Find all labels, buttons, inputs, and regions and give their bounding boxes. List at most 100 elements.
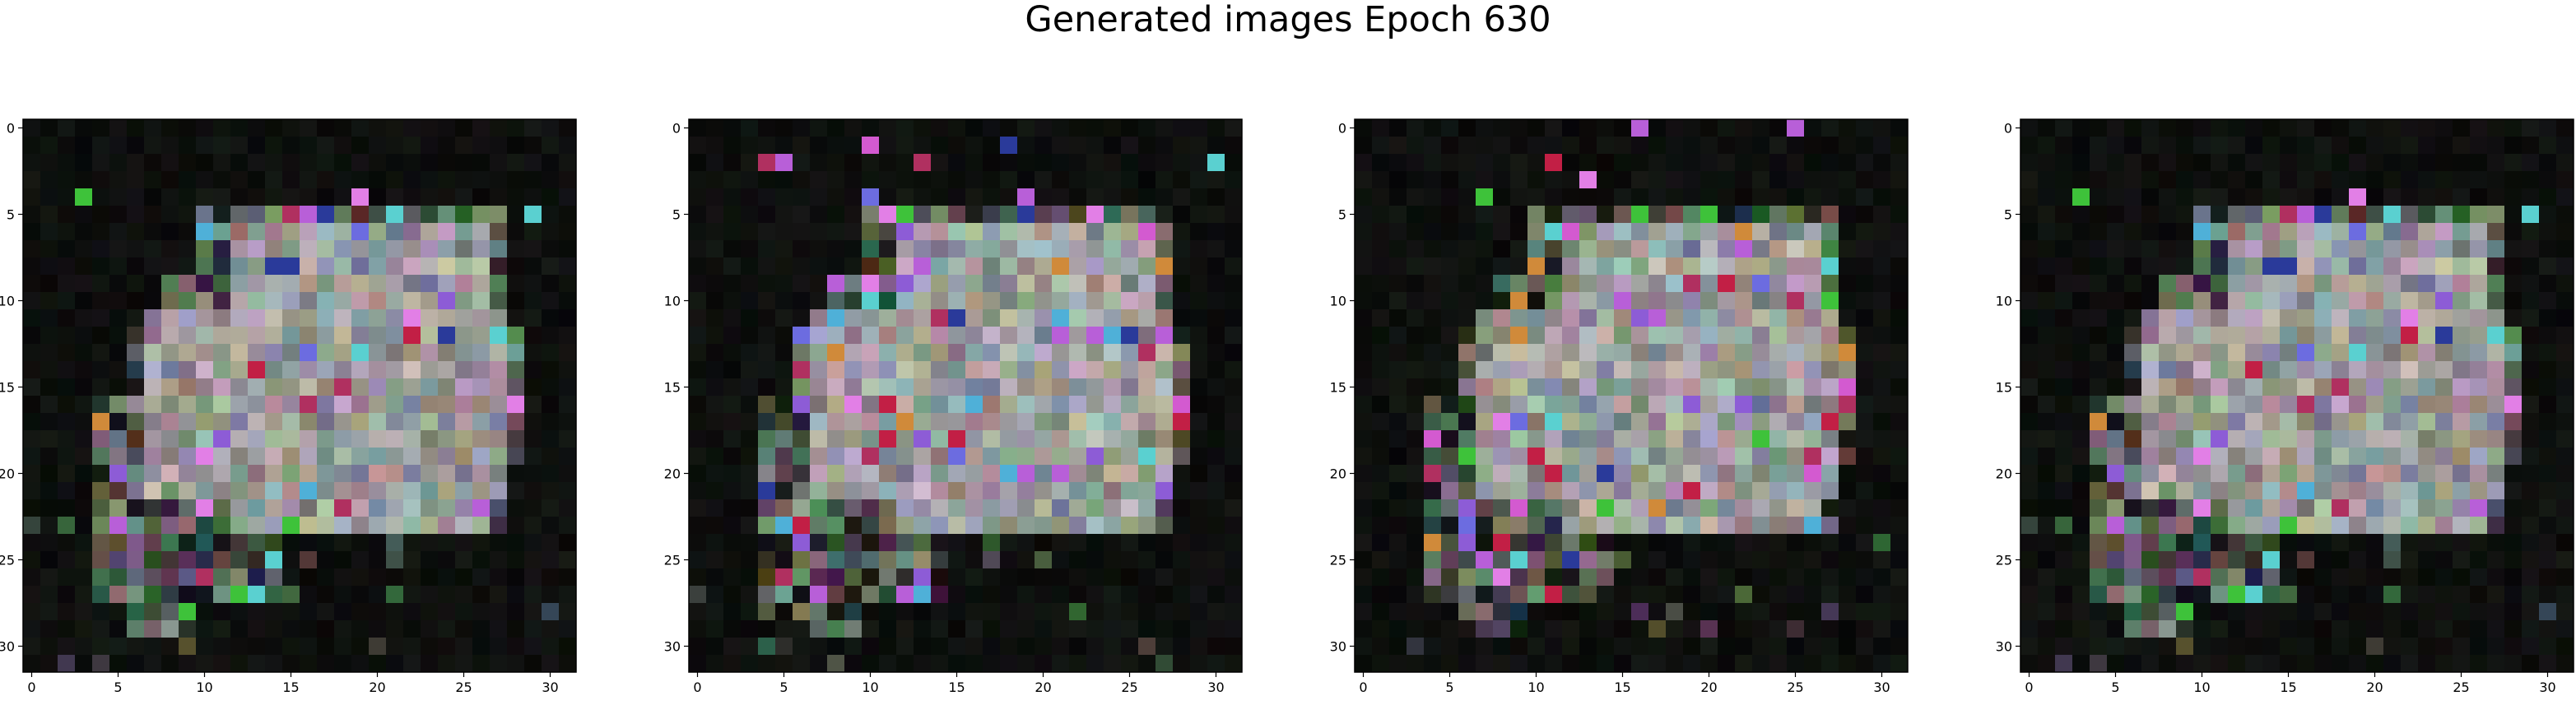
image-pixel (2193, 396, 2211, 414)
image-pixel (2487, 292, 2505, 310)
image-pixel (92, 448, 110, 466)
image-pixel (2280, 638, 2298, 656)
image-pixel (2159, 430, 2177, 448)
image-pixel (1173, 378, 1191, 397)
image-pixel (1683, 534, 1701, 552)
image-pixel (2349, 361, 2367, 379)
image-pixel (1441, 292, 1459, 310)
image-pixel (40, 309, 58, 327)
image-pixel (1138, 448, 1156, 466)
image-pixel (2401, 430, 2419, 448)
image-pixel (109, 534, 128, 552)
image-pixel (1407, 257, 1425, 276)
image-pixel (2487, 655, 2505, 673)
image-pixel (1104, 188, 1122, 206)
image-pixel (1510, 309, 1528, 327)
image-pixel (1562, 309, 1580, 327)
image-pixel (1839, 482, 1857, 500)
image-pixel (2055, 586, 2073, 604)
image-pixel (706, 517, 724, 535)
image-pixel (896, 361, 914, 379)
image-pixel (351, 275, 370, 293)
image-pixel (213, 551, 231, 569)
image-pixel (1389, 171, 1407, 189)
image-pixel (1683, 188, 1701, 206)
image-pixel (775, 154, 793, 172)
image-pixel (2141, 188, 2160, 206)
image-pixel (1787, 171, 1805, 189)
image-pixel (706, 534, 724, 552)
image-pixel (1389, 638, 1407, 656)
image-pixel (862, 448, 880, 466)
image-pixel (75, 171, 93, 189)
image-pixel (862, 240, 880, 258)
image-pixel (2487, 257, 2505, 276)
image-pixel (896, 413, 914, 431)
image-pixel (369, 275, 387, 293)
image-pixel (490, 638, 508, 656)
image-pixel (300, 430, 318, 448)
image-pixel (2228, 327, 2246, 345)
image-pixel (1052, 465, 1070, 483)
image-pixel (1389, 517, 1407, 535)
image-pixel (317, 257, 335, 276)
image-pixel (421, 534, 439, 552)
image-pixel (386, 655, 404, 673)
image-pixel (1804, 154, 1822, 172)
image-pixel (2072, 638, 2090, 656)
image-pixel (2020, 257, 2039, 276)
image-pixel (706, 361, 724, 379)
image-pixel (810, 292, 828, 310)
image-pixel (1856, 275, 1874, 293)
image-pixel (2020, 361, 2039, 379)
image-pixel (1407, 309, 1425, 327)
image-pixel (844, 638, 863, 656)
image-pixel (1424, 171, 1442, 189)
image-pixel (23, 257, 41, 276)
image-pixel (1000, 361, 1018, 379)
image-pixel (2470, 171, 2488, 189)
image-pixel (793, 240, 811, 258)
image-pixel (2504, 396, 2523, 414)
image-pixel (1424, 327, 1442, 345)
image-pixel (2262, 361, 2281, 379)
image-pixel (983, 292, 1001, 310)
image-pixel (2176, 551, 2194, 569)
image-pixel (1017, 551, 1035, 569)
image-pixel (723, 171, 742, 189)
image-pixel (1190, 396, 1208, 414)
image-pixel (438, 586, 456, 604)
x-tick-label: 25 (2453, 679, 2469, 695)
image-pixel (1510, 154, 1528, 172)
image-pixel (2383, 534, 2402, 552)
y-tick-label: 5 (7, 207, 15, 223)
image-pixel (542, 482, 560, 500)
image-pixel (421, 430, 439, 448)
image-pixel (844, 171, 863, 189)
image-pixel (179, 119, 197, 137)
image-pixel (1510, 413, 1528, 431)
image-pixel (1579, 517, 1597, 535)
image-pixel (2332, 396, 2350, 414)
image-pixel (40, 223, 58, 241)
image-pixel (2366, 275, 2384, 293)
image-pixel (1631, 344, 1649, 362)
image-pixel (2055, 344, 2073, 362)
image-pixel (1086, 568, 1104, 587)
image-pixel (1873, 223, 1891, 241)
image-pixel (542, 448, 560, 466)
image-pixel (92, 638, 110, 656)
image-pixel (741, 171, 759, 189)
image-pixel (2211, 655, 2229, 673)
image-pixel (2539, 223, 2557, 241)
image-pixel (2418, 465, 2436, 483)
image-pixel (2470, 586, 2488, 604)
image-pixel (2522, 396, 2540, 414)
image-pixel (109, 413, 128, 431)
image-pixel (2539, 396, 2557, 414)
image-pixel (1035, 586, 1053, 604)
image-pixel (844, 275, 863, 293)
image-pixel (2090, 309, 2108, 327)
image-pixel (490, 620, 508, 638)
image-pixel (1683, 448, 1701, 466)
